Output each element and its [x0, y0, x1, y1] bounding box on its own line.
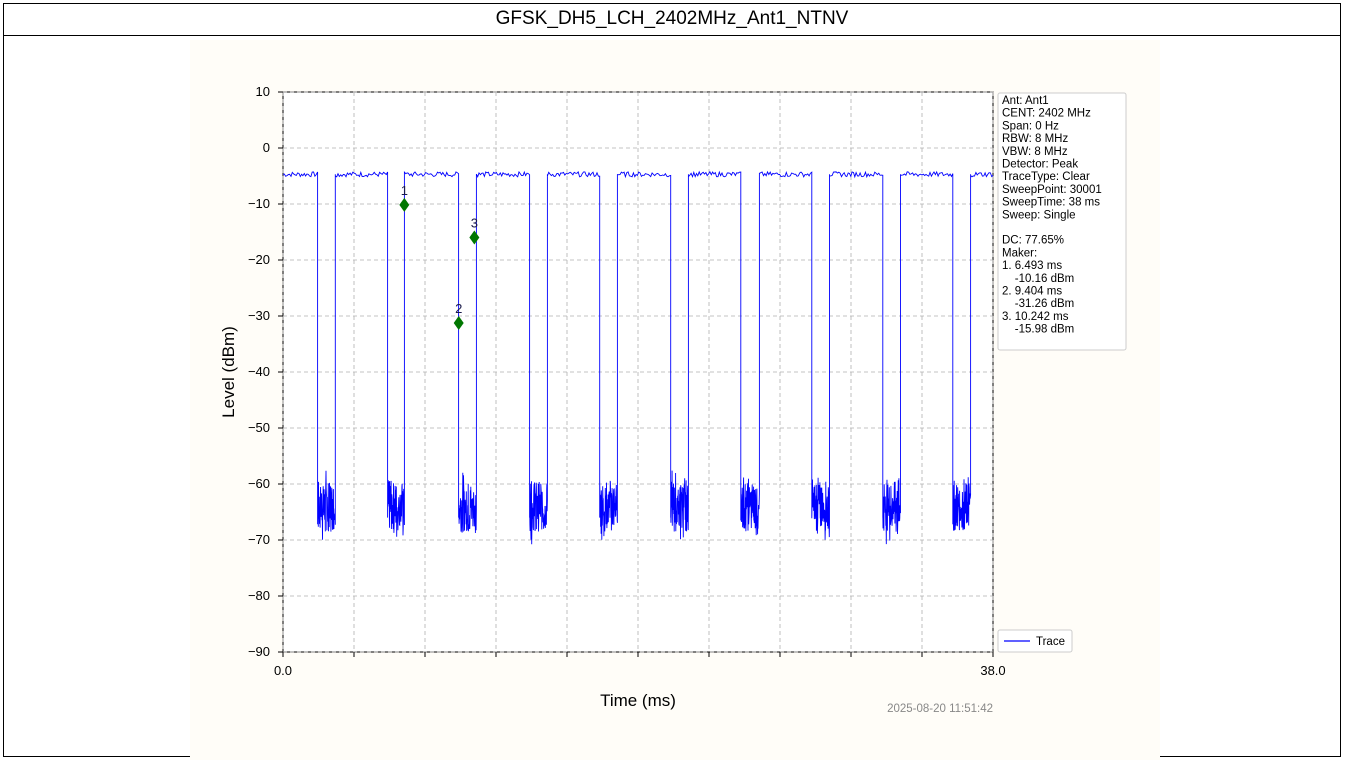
y-tick-label: 0 — [263, 140, 270, 155]
y-tick-label: −80 — [248, 588, 270, 603]
marker-diamond — [453, 316, 464, 331]
info-line: Span: 0 Hz — [1002, 120, 1059, 132]
trace-line — [282, 170, 994, 545]
info-box — [997, 92, 1127, 351]
info-line: Maker: — [1002, 247, 1037, 259]
x-tick-label: 0.0 — [274, 663, 292, 678]
info-line: -10.16 dBm — [1002, 273, 1074, 285]
y-tick-label: −50 — [248, 420, 270, 435]
legend-label: Trace — [1036, 636, 1065, 648]
x-tick-label: 38.0 — [980, 663, 1005, 678]
info-line: TraceType: Clear — [1002, 171, 1090, 183]
info-line: SweepTime: 38 ms — [1002, 197, 1100, 209]
y-tick-label: −60 — [248, 476, 270, 491]
chart-title: GFSK_DH5_LCH_2402MHz_Ant1_NTNV — [4, 4, 1340, 36]
y-tick-label: −30 — [248, 308, 270, 323]
trace-series — [282, 170, 994, 545]
y-tick-label: −10 — [248, 196, 270, 211]
y-tick-label: 10 — [256, 84, 270, 99]
marker-label: 2 — [455, 301, 462, 316]
info-line: -31.26 dBm — [1002, 298, 1074, 310]
y-tick-label: −40 — [248, 364, 270, 379]
y-tick-label: −20 — [248, 252, 270, 267]
info-line: 2. 9.404 ms — [1002, 286, 1062, 298]
info-line: Ant: Ant1 — [1002, 95, 1049, 107]
legend-box — [997, 629, 1073, 653]
marker-diamond — [399, 197, 410, 212]
info-line: Detector: Peak — [1002, 159, 1078, 171]
info-line: -15.98 dBm — [1002, 324, 1074, 336]
x-axis: 0.0 38.0 — [274, 652, 1006, 678]
info-line: Sweep: Single — [1002, 209, 1076, 221]
info-line: SweepPoint: 30001 — [1002, 184, 1102, 196]
info-line: DC: 77.65% — [1002, 235, 1064, 247]
marker-diamond — [469, 230, 480, 245]
info-line: 3. 10.242 ms — [1002, 311, 1069, 323]
timestamp: 2025-08-20 11:51:42 — [887, 703, 993, 715]
markers: 1 2 3 — [399, 183, 480, 331]
grid — [282, 91, 994, 653]
y-axis: 10 0 −10 −20 −30 −40 −50 −60 −70 −80 −90 — [248, 84, 283, 659]
y-tick-label: −90 — [248, 644, 270, 659]
y-tick-label: −70 — [248, 532, 270, 547]
marker-label: 3 — [471, 215, 478, 230]
info-line: 1. 6.493 ms — [1002, 260, 1062, 272]
info-line: VBW: 8 MHz — [1002, 146, 1068, 158]
info-line: RBW: 8 MHz — [1002, 133, 1068, 145]
y-axis-title: Level (dBm) — [219, 326, 238, 418]
marker-label: 1 — [401, 183, 408, 198]
x-axis-title: Time (ms) — [600, 691, 676, 710]
info-line: CENT: 2402 MHz — [1002, 108, 1091, 120]
